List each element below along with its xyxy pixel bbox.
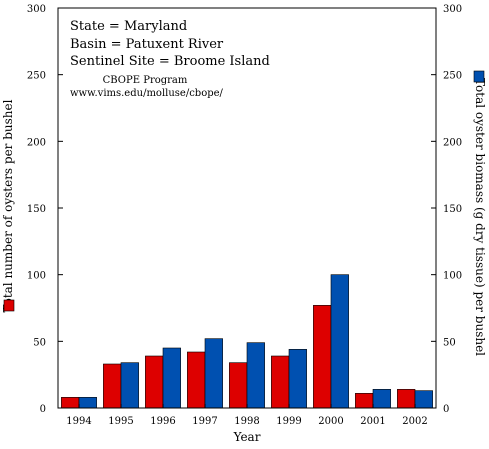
bar-count-2002	[397, 389, 416, 409]
y-tick-label-right: 50	[443, 337, 456, 348]
legend-swatch-left	[3, 299, 15, 312]
y-tick-label-right: 100	[443, 271, 462, 282]
y-tick-label-right: 0	[443, 404, 449, 415]
x-tick-label: 2002	[402, 416, 427, 427]
annotation-basin: Basin = Patuxent River	[70, 37, 224, 52]
bar-biomass-1996	[162, 347, 181, 409]
x-tick-label: 1999	[276, 416, 301, 427]
annotation-state: State = Maryland	[70, 19, 187, 34]
y-tick-label-left: 200	[27, 137, 46, 148]
x-tick-label: 1997	[192, 416, 217, 427]
y-tick-label-left: 0	[40, 404, 46, 415]
x-tick-label: 1994	[66, 416, 91, 427]
x-axis-title: Year	[233, 430, 261, 444]
bar-biomass-2001	[372, 389, 391, 409]
x-tick-label: 1995	[108, 416, 133, 427]
bar-biomass-1994	[78, 397, 97, 409]
bar-count-1997	[187, 351, 206, 409]
bar-biomass-1997	[204, 338, 223, 409]
annotation-program: CBOPE Program	[103, 75, 188, 86]
bar-biomass-2002	[414, 390, 433, 409]
legend-swatch-right	[473, 70, 485, 83]
bar-count-2000	[313, 305, 332, 409]
annotation-block: State = Maryland Basin = Patuxent River …	[70, 19, 270, 99]
annotation-url: www.vims.edu/molluse/cbope/	[70, 88, 224, 99]
bar-count-1995	[103, 363, 122, 409]
x-tick-label: 2000	[318, 416, 343, 427]
y-tick-label-left: 150	[27, 204, 46, 215]
y-tick-label-left: 250	[27, 71, 46, 82]
x-tick-label: 2001	[360, 416, 385, 427]
bar-biomass-1998	[246, 342, 265, 409]
bar-biomass-1999	[288, 349, 307, 409]
bar-biomass-1995	[120, 362, 139, 409]
bar-count-1996	[145, 355, 164, 409]
y-tick-label-left: 50	[33, 337, 46, 348]
bar-count-2001	[355, 393, 374, 409]
bar-count-1998	[229, 362, 248, 409]
y-tick-label-right: 150	[443, 204, 462, 215]
bar-count-1999	[271, 355, 290, 409]
y-axis-title-right: Total oyster biomass (g dry tissue) per …	[473, 78, 487, 356]
y-tick-label-left: 300	[27, 4, 46, 15]
y-axis-title-left: Total number of oysters per bushel	[1, 99, 15, 312]
y-tick-label-right: 200	[443, 137, 462, 148]
y-tick-label-left: 100	[27, 271, 46, 282]
annotation-site: Sentinel Site = Broome Island	[70, 54, 270, 69]
bar-biomass-2000	[330, 274, 349, 409]
y-tick-label-right: 300	[443, 4, 462, 15]
x-tick-label: 1998	[234, 416, 259, 427]
bars-layer	[61, 274, 433, 409]
x-tick-label: 1996	[150, 416, 175, 427]
y-tick-label-right: 250	[443, 71, 462, 82]
bar-count-1994	[61, 397, 80, 409]
